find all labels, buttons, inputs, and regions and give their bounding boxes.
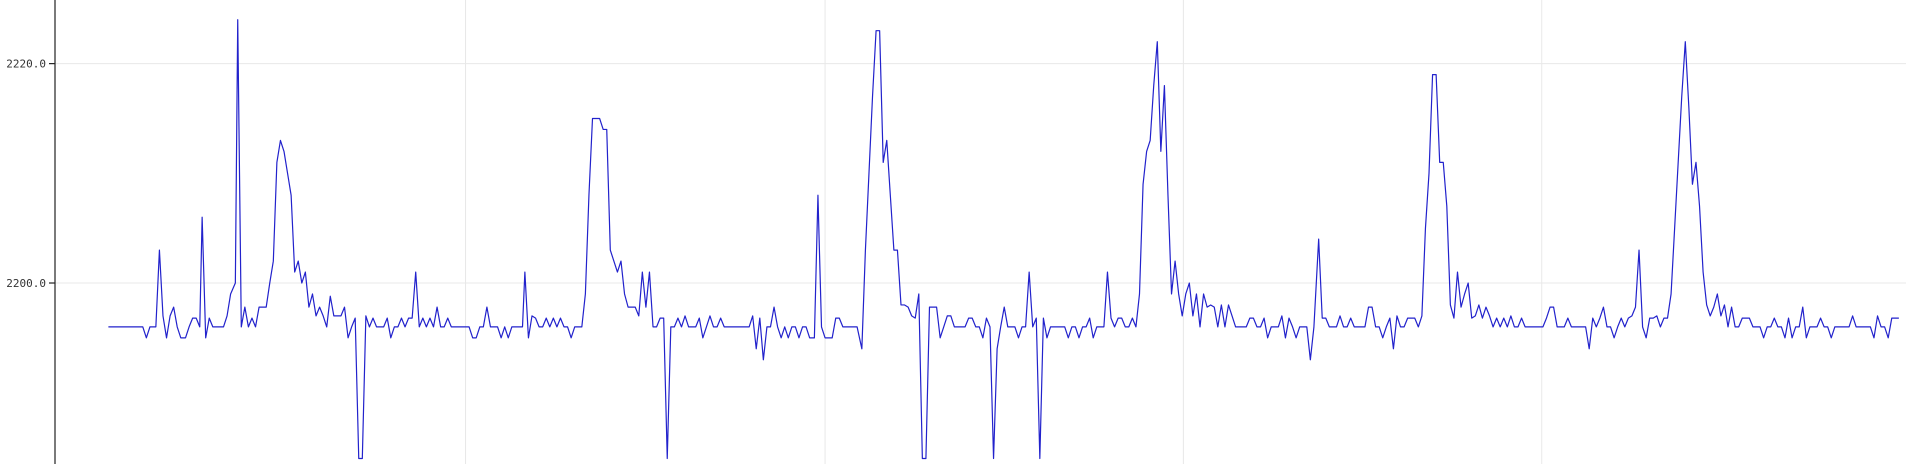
y-tick-label-1: 2200.0	[6, 277, 46, 290]
series-layer	[108, 19, 1899, 460]
y-tick-label-0: 2220.0	[6, 58, 46, 71]
series-line-0	[108, 19, 1899, 460]
grid-layer	[55, 0, 1906, 464]
axis-layer: 2220.0 2200.0	[6, 0, 56, 464]
